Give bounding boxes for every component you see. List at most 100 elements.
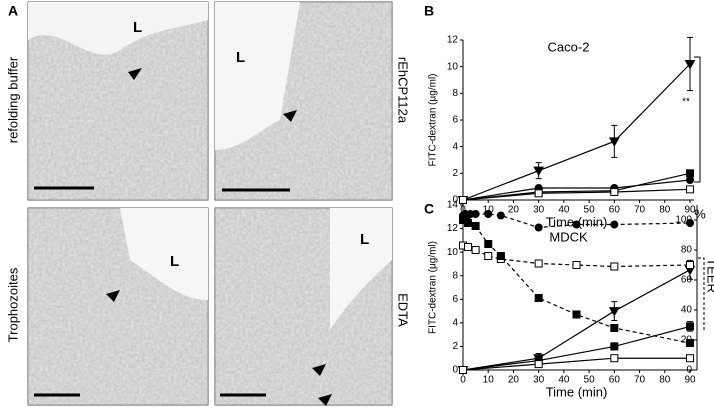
y-axis-label: FITC-dextran (µg/ml) bbox=[428, 241, 439, 334]
point bbox=[496, 252, 505, 260]
point bbox=[610, 220, 619, 229]
side-label: EDTA bbox=[396, 293, 411, 327]
series-line bbox=[462, 213, 691, 229]
point bbox=[610, 354, 619, 363]
y-tick-label: 0 bbox=[452, 365, 458, 376]
micrograph bbox=[214, 1, 393, 201]
x-axis-label: Time (min) bbox=[546, 384, 608, 399]
point bbox=[686, 339, 694, 347]
point bbox=[534, 294, 543, 302]
lumen-label: L bbox=[360, 231, 369, 248]
chart-title: Caco-2 bbox=[548, 39, 590, 54]
y-tick-label: 4 bbox=[452, 317, 458, 328]
y-tick-label: 14 bbox=[447, 200, 459, 211]
side-label: Trophozoites bbox=[5, 267, 20, 342]
series-line bbox=[462, 179, 691, 201]
y2-tick-label: 80 bbox=[681, 245, 693, 256]
teer-bracket bbox=[698, 257, 705, 330]
micrographs bbox=[27, 1, 393, 406]
x-tick-label: 40 bbox=[558, 375, 570, 386]
point bbox=[464, 243, 473, 251]
point bbox=[534, 223, 543, 232]
lumen-label: L bbox=[133, 19, 142, 36]
x-tick-label: 90 bbox=[684, 205, 696, 216]
x-tick-label: 80 bbox=[659, 375, 671, 386]
y-tick-label: 12 bbox=[447, 223, 459, 234]
y-tick-label: 12 bbox=[447, 35, 459, 46]
x-tick-label: 10 bbox=[483, 375, 495, 386]
y-tick-label: 8 bbox=[452, 88, 458, 99]
series-line bbox=[462, 269, 691, 371]
series-line bbox=[462, 172, 691, 201]
point bbox=[684, 60, 696, 70]
point bbox=[471, 246, 480, 254]
y-tick-label: 2 bbox=[452, 168, 458, 179]
x-tick-label: 50 bbox=[584, 205, 596, 216]
point bbox=[534, 189, 543, 198]
series-line bbox=[462, 188, 691, 201]
micrograph bbox=[214, 207, 393, 406]
point bbox=[610, 324, 619, 332]
x-tick-label: 30 bbox=[533, 375, 545, 386]
x-tick-label: 70 bbox=[634, 375, 646, 386]
point bbox=[686, 219, 694, 227]
point bbox=[459, 366, 467, 374]
panel-letter: A bbox=[8, 3, 18, 19]
x-tick-label: 50 bbox=[584, 375, 596, 386]
point bbox=[484, 252, 493, 260]
point bbox=[686, 169, 694, 178]
micrograph bbox=[27, 1, 209, 201]
point bbox=[572, 310, 581, 319]
y2-name: TEER bbox=[705, 258, 714, 293]
y-tick-label: 10 bbox=[447, 61, 459, 72]
x-tick-label: 60 bbox=[609, 375, 621, 386]
y2-tick-label: 40 bbox=[681, 305, 693, 316]
x-tick-label: 60 bbox=[609, 205, 621, 216]
annotation: ** bbox=[682, 97, 690, 108]
point bbox=[610, 342, 619, 351]
y-axis-label: FITC-dextran (µg/ml) bbox=[428, 74, 439, 167]
chart-title: MDCK bbox=[549, 229, 588, 244]
point bbox=[686, 322, 694, 331]
point bbox=[534, 259, 543, 268]
y2-tick-label: 100 bbox=[675, 215, 692, 226]
point bbox=[686, 185, 694, 194]
point bbox=[608, 137, 620, 147]
series-line bbox=[462, 63, 691, 201]
point bbox=[608, 307, 620, 317]
lumen-label: L bbox=[236, 49, 245, 66]
x-tick-label: 20 bbox=[508, 375, 520, 386]
x-tick-label: 80 bbox=[659, 205, 671, 216]
y2-tick-label: 60 bbox=[681, 275, 693, 286]
point bbox=[572, 220, 581, 229]
lumen-label: L bbox=[170, 253, 179, 270]
point bbox=[484, 210, 493, 218]
x-tick-label: 20 bbox=[508, 205, 520, 216]
point bbox=[572, 261, 581, 269]
y2-axis-label: % bbox=[694, 206, 706, 221]
y-tick-label: 6 bbox=[452, 294, 458, 305]
point bbox=[610, 188, 619, 196]
point bbox=[686, 354, 694, 363]
point bbox=[484, 240, 493, 248]
point bbox=[686, 176, 694, 184]
point bbox=[686, 261, 694, 269]
series-line bbox=[462, 357, 690, 371]
micrograph bbox=[27, 207, 209, 406]
x-tick-label: 30 bbox=[533, 205, 545, 216]
point bbox=[496, 211, 505, 220]
x-tick-label: 70 bbox=[634, 205, 646, 216]
x-tick-label: 0 bbox=[460, 375, 466, 386]
series-line bbox=[462, 325, 691, 371]
y-tick-label: 0 bbox=[452, 195, 458, 206]
point bbox=[610, 262, 619, 271]
point bbox=[471, 222, 480, 230]
panel-letter: C bbox=[424, 201, 434, 217]
x-tick-label: 90 bbox=[684, 375, 696, 386]
significance-bracket bbox=[694, 56, 701, 183]
y-tick-label: 8 bbox=[452, 270, 458, 281]
y-tick-label: 4 bbox=[452, 141, 458, 152]
point bbox=[459, 196, 467, 204]
point bbox=[533, 166, 545, 177]
